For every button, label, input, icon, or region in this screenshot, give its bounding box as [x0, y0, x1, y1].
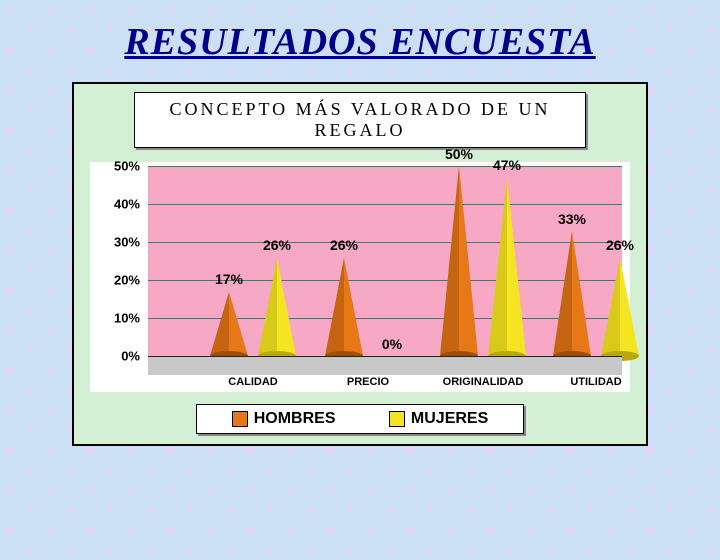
- page-title: RESULTADOS ENCUESTA: [0, 20, 720, 64]
- gridline: [148, 166, 622, 167]
- cone-hombres: [210, 292, 248, 356]
- category-label: PRECIO: [347, 376, 389, 388]
- legend: HOMBRES MUJERES: [196, 404, 524, 434]
- cone-mujeres: [488, 178, 526, 356]
- cone-hombres: [325, 258, 363, 356]
- value-label: 26%: [606, 237, 634, 253]
- plot-background: [148, 166, 622, 356]
- y-axis-label: 40%: [90, 197, 140, 212]
- y-axis-label: 50%: [90, 159, 140, 174]
- chart-subtitle: CONCEPTO MÁS VALORADO DE UN REGALO: [134, 92, 586, 148]
- chart-panel: CONCEPTO MÁS VALORADO DE UN REGALO 0% 10%…: [72, 82, 648, 446]
- category-label: ORIGINALIDAD: [443, 376, 524, 388]
- value-label: 26%: [330, 237, 358, 253]
- cone-mujeres: [601, 258, 639, 356]
- chart-plot: 0% 10% 20% 30% 40% 50% CALIDAD PRECIO ORIGINALI…: [90, 162, 630, 392]
- cone-hombres: [440, 166, 478, 356]
- cone-mujeres: [258, 258, 296, 356]
- legend-swatch-hombres: [232, 411, 248, 427]
- plot-floor: [148, 356, 622, 375]
- legend-item-hombres: HOMBRES: [232, 410, 336, 428]
- y-axis-label: 20%: [90, 273, 140, 288]
- category-label: UTILIDAD: [570, 376, 621, 388]
- value-label: 26%: [263, 237, 291, 253]
- legend-label-mujeres: MUJERES: [411, 410, 488, 428]
- legend-swatch-mujeres: [389, 411, 405, 427]
- gridline: [148, 204, 622, 205]
- y-axis-label: 10%: [90, 311, 140, 326]
- value-label: 50%: [445, 146, 473, 162]
- legend-label-hombres: HOMBRES: [254, 410, 336, 428]
- legend-item-mujeres: MUJERES: [389, 410, 488, 428]
- y-axis-label: 30%: [90, 235, 140, 250]
- cone-hombres: [553, 231, 591, 356]
- gridline: [148, 242, 622, 243]
- value-label: 17%: [215, 271, 243, 287]
- value-label: 47%: [493, 157, 521, 173]
- category-label: CALIDAD: [228, 376, 278, 388]
- y-axis-label: 0%: [90, 349, 140, 364]
- value-label: 0%: [382, 336, 402, 352]
- value-label: 33%: [558, 211, 586, 227]
